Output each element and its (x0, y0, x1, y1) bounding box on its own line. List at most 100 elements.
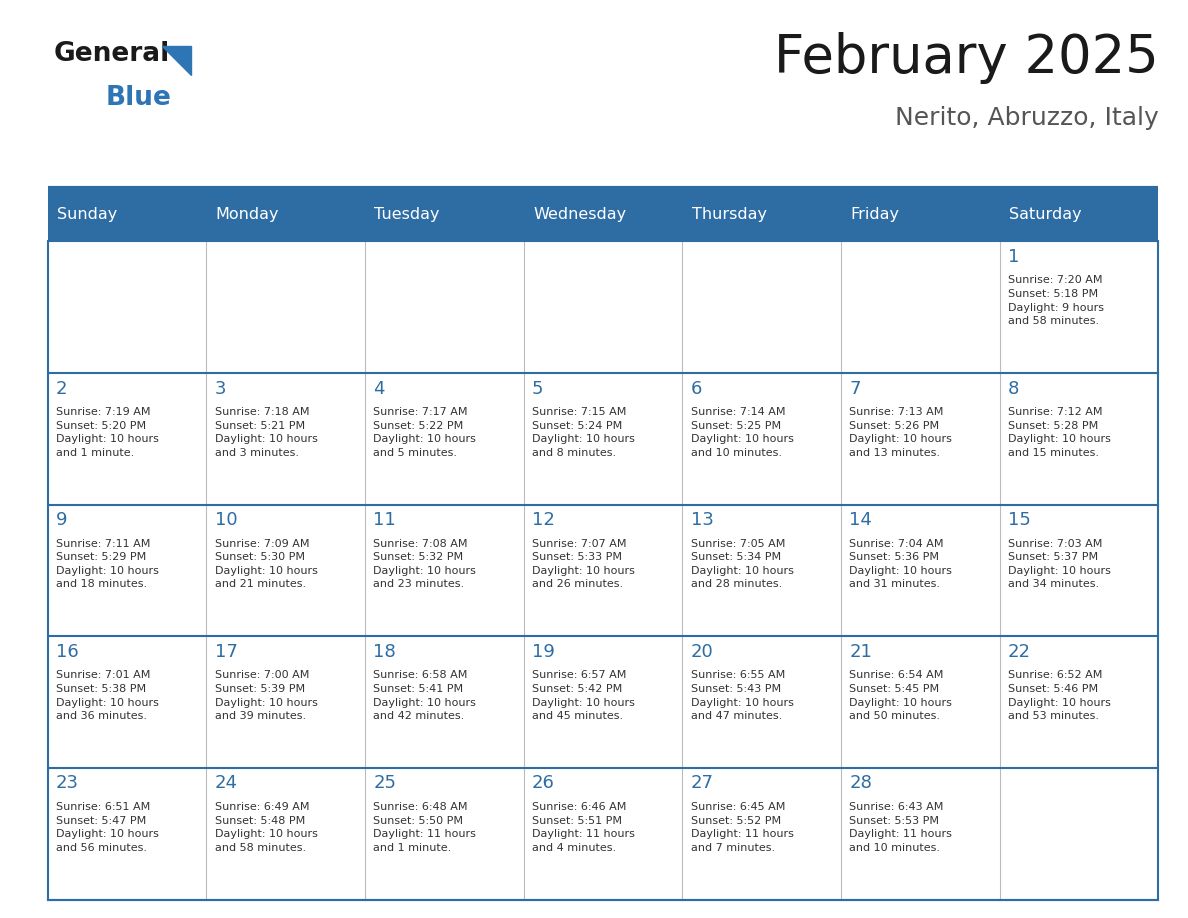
Text: 21: 21 (849, 643, 872, 661)
Bar (999, 636, 1158, 768)
Bar (682, 505, 841, 636)
Bar (682, 636, 841, 768)
Text: Tuesday: Tuesday (374, 207, 440, 222)
Text: Sunrise: 7:15 AM
Sunset: 5:24 PM
Daylight: 10 hours
and 8 minutes.: Sunrise: 7:15 AM Sunset: 5:24 PM Dayligh… (532, 407, 634, 458)
Text: Sunrise: 7:00 AM
Sunset: 5:39 PM
Daylight: 10 hours
and 39 minutes.: Sunrise: 7:00 AM Sunset: 5:39 PM Dayligh… (215, 670, 317, 722)
Text: 16: 16 (56, 643, 78, 661)
Text: 18: 18 (373, 643, 396, 661)
Bar (682, 373, 841, 505)
Text: Sunrise: 7:05 AM
Sunset: 5:34 PM
Daylight: 10 hours
and 28 minutes.: Sunrise: 7:05 AM Sunset: 5:34 PM Dayligh… (690, 539, 794, 589)
Text: 26: 26 (532, 775, 555, 792)
Text: Sunrise: 6:45 AM
Sunset: 5:52 PM
Daylight: 11 hours
and 7 minutes.: Sunrise: 6:45 AM Sunset: 5:52 PM Dayligh… (690, 802, 794, 853)
Bar (207, 505, 365, 636)
Bar (48, 373, 207, 505)
Text: 25: 25 (373, 775, 397, 792)
Bar (48, 188, 1158, 241)
Bar (682, 241, 841, 373)
Text: Sunrise: 7:12 AM
Sunset: 5:28 PM
Daylight: 10 hours
and 15 minutes.: Sunrise: 7:12 AM Sunset: 5:28 PM Dayligh… (1007, 407, 1111, 458)
Bar (207, 768, 365, 900)
Text: 20: 20 (690, 643, 713, 661)
Bar (999, 373, 1158, 505)
Text: Sunrise: 6:46 AM
Sunset: 5:51 PM
Daylight: 11 hours
and 4 minutes.: Sunrise: 6:46 AM Sunset: 5:51 PM Dayligh… (532, 802, 634, 853)
Text: 10: 10 (215, 511, 238, 529)
Text: 13: 13 (690, 511, 714, 529)
Bar (48, 241, 1158, 900)
Text: Sunrise: 7:18 AM
Sunset: 5:21 PM
Daylight: 10 hours
and 3 minutes.: Sunrise: 7:18 AM Sunset: 5:21 PM Dayligh… (215, 407, 317, 458)
Bar (841, 505, 999, 636)
Text: Sunrise: 6:54 AM
Sunset: 5:45 PM
Daylight: 10 hours
and 50 minutes.: Sunrise: 6:54 AM Sunset: 5:45 PM Dayligh… (849, 670, 952, 722)
Text: Sunrise: 7:09 AM
Sunset: 5:30 PM
Daylight: 10 hours
and 21 minutes.: Sunrise: 7:09 AM Sunset: 5:30 PM Dayligh… (215, 539, 317, 589)
Text: 24: 24 (215, 775, 238, 792)
Text: 5: 5 (532, 379, 543, 397)
Text: Sunrise: 7:13 AM
Sunset: 5:26 PM
Daylight: 10 hours
and 13 minutes.: Sunrise: 7:13 AM Sunset: 5:26 PM Dayligh… (849, 407, 952, 458)
Text: Sunrise: 6:49 AM
Sunset: 5:48 PM
Daylight: 10 hours
and 58 minutes.: Sunrise: 6:49 AM Sunset: 5:48 PM Dayligh… (215, 802, 317, 853)
Text: Sunrise: 6:51 AM
Sunset: 5:47 PM
Daylight: 10 hours
and 56 minutes.: Sunrise: 6:51 AM Sunset: 5:47 PM Dayligh… (56, 802, 159, 853)
Bar (841, 768, 999, 900)
Text: Sunrise: 6:43 AM
Sunset: 5:53 PM
Daylight: 11 hours
and 10 minutes.: Sunrise: 6:43 AM Sunset: 5:53 PM Dayligh… (849, 802, 952, 853)
Bar (207, 373, 365, 505)
Bar (524, 636, 682, 768)
Bar (365, 373, 524, 505)
Polygon shape (162, 46, 191, 75)
Text: Sunrise: 7:17 AM
Sunset: 5:22 PM
Daylight: 10 hours
and 5 minutes.: Sunrise: 7:17 AM Sunset: 5:22 PM Dayligh… (373, 407, 476, 458)
Text: 7: 7 (849, 379, 861, 397)
Text: Sunrise: 6:58 AM
Sunset: 5:41 PM
Daylight: 10 hours
and 42 minutes.: Sunrise: 6:58 AM Sunset: 5:41 PM Dayligh… (373, 670, 476, 722)
Text: 3: 3 (215, 379, 226, 397)
Text: 23: 23 (56, 775, 78, 792)
Bar (682, 768, 841, 900)
Text: 1: 1 (1007, 248, 1019, 266)
Text: 2: 2 (56, 379, 68, 397)
Text: Saturday: Saturday (1009, 207, 1082, 222)
Bar (841, 373, 999, 505)
Text: 19: 19 (532, 643, 555, 661)
Text: Sunrise: 6:57 AM
Sunset: 5:42 PM
Daylight: 10 hours
and 45 minutes.: Sunrise: 6:57 AM Sunset: 5:42 PM Dayligh… (532, 670, 634, 722)
Text: Sunrise: 7:08 AM
Sunset: 5:32 PM
Daylight: 10 hours
and 23 minutes.: Sunrise: 7:08 AM Sunset: 5:32 PM Dayligh… (373, 539, 476, 589)
Text: Sunrise: 6:52 AM
Sunset: 5:46 PM
Daylight: 10 hours
and 53 minutes.: Sunrise: 6:52 AM Sunset: 5:46 PM Dayligh… (1007, 670, 1111, 722)
Bar (524, 373, 682, 505)
Text: Thursday: Thursday (691, 207, 766, 222)
Text: 17: 17 (215, 643, 238, 661)
Bar (365, 241, 524, 373)
Text: Sunrise: 7:07 AM
Sunset: 5:33 PM
Daylight: 10 hours
and 26 minutes.: Sunrise: 7:07 AM Sunset: 5:33 PM Dayligh… (532, 539, 634, 589)
Text: 8: 8 (1007, 379, 1019, 397)
Text: 6: 6 (690, 379, 702, 397)
Bar (524, 241, 682, 373)
Bar (841, 241, 999, 373)
Bar (48, 636, 207, 768)
Text: Sunrise: 6:48 AM
Sunset: 5:50 PM
Daylight: 11 hours
and 1 minute.: Sunrise: 6:48 AM Sunset: 5:50 PM Dayligh… (373, 802, 476, 853)
Text: General: General (53, 41, 170, 67)
Bar (999, 505, 1158, 636)
Text: Sunrise: 7:20 AM
Sunset: 5:18 PM
Daylight: 9 hours
and 58 minutes.: Sunrise: 7:20 AM Sunset: 5:18 PM Dayligh… (1007, 275, 1104, 326)
Text: Sunday: Sunday (57, 207, 118, 222)
Text: Nerito, Abruzzo, Italy: Nerito, Abruzzo, Italy (895, 106, 1158, 129)
Text: Sunrise: 7:04 AM
Sunset: 5:36 PM
Daylight: 10 hours
and 31 minutes.: Sunrise: 7:04 AM Sunset: 5:36 PM Dayligh… (849, 539, 952, 589)
Bar (207, 636, 365, 768)
Bar (841, 636, 999, 768)
Text: 4: 4 (373, 379, 385, 397)
Text: Sunrise: 7:01 AM
Sunset: 5:38 PM
Daylight: 10 hours
and 36 minutes.: Sunrise: 7:01 AM Sunset: 5:38 PM Dayligh… (56, 670, 159, 722)
Text: Monday: Monday (216, 207, 279, 222)
Bar (365, 636, 524, 768)
Text: 14: 14 (849, 511, 872, 529)
Bar (999, 768, 1158, 900)
Bar (524, 768, 682, 900)
Text: February 2025: February 2025 (773, 32, 1158, 84)
Bar (365, 768, 524, 900)
Text: Sunrise: 7:14 AM
Sunset: 5:25 PM
Daylight: 10 hours
and 10 minutes.: Sunrise: 7:14 AM Sunset: 5:25 PM Dayligh… (690, 407, 794, 458)
Bar (48, 241, 207, 373)
Bar (48, 768, 207, 900)
Bar (999, 241, 1158, 373)
Text: 22: 22 (1007, 643, 1031, 661)
Text: 28: 28 (849, 775, 872, 792)
Text: 11: 11 (373, 511, 396, 529)
Text: 9: 9 (56, 511, 68, 529)
Bar (207, 241, 365, 373)
Text: Sunrise: 6:55 AM
Sunset: 5:43 PM
Daylight: 10 hours
and 47 minutes.: Sunrise: 6:55 AM Sunset: 5:43 PM Dayligh… (690, 670, 794, 722)
Text: 27: 27 (690, 775, 714, 792)
Text: Sunrise: 7:11 AM
Sunset: 5:29 PM
Daylight: 10 hours
and 18 minutes.: Sunrise: 7:11 AM Sunset: 5:29 PM Dayligh… (56, 539, 159, 589)
Text: Sunrise: 7:19 AM
Sunset: 5:20 PM
Daylight: 10 hours
and 1 minute.: Sunrise: 7:19 AM Sunset: 5:20 PM Dayligh… (56, 407, 159, 458)
Bar (48, 505, 207, 636)
Text: 12: 12 (532, 511, 555, 529)
Text: 15: 15 (1007, 511, 1031, 529)
Text: Blue: Blue (106, 85, 171, 111)
